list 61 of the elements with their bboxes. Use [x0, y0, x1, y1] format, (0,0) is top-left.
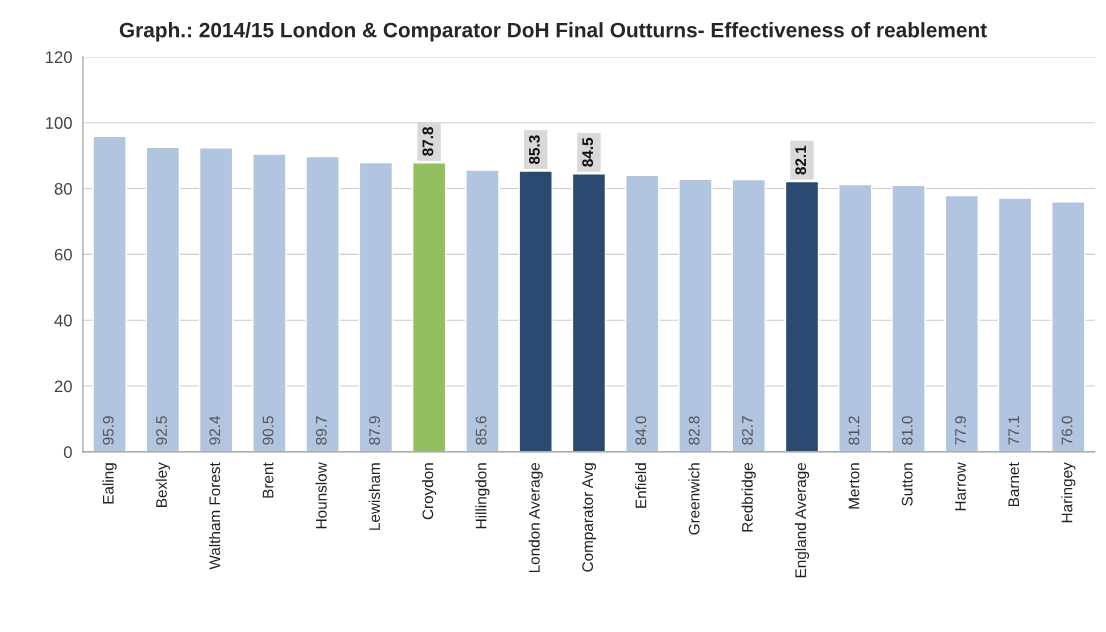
- x-tick-label: Bexley: [155, 462, 170, 507]
- bar: [731, 178, 766, 452]
- data-label: 92.5: [156, 416, 167, 445]
- bar: [678, 178, 713, 452]
- data-label: 90.5: [262, 416, 274, 445]
- data-label: 82.7: [742, 416, 753, 445]
- x-tick-label: Comparator Avg: [582, 463, 597, 572]
- x-tick-label: London Average: [528, 462, 543, 573]
- data-label: 77.1: [1008, 416, 1019, 445]
- y-tick-label: 20: [54, 380, 72, 393]
- data-label: 85.6: [475, 416, 487, 445]
- data-label: 76.0: [1061, 416, 1073, 445]
- data-label: 89.7: [315, 416, 327, 445]
- y-tick-label: 0: [63, 446, 72, 459]
- data-label: 84.0: [635, 416, 647, 445]
- x-tick-label: Merton: [848, 463, 860, 509]
- data-label: 82.8: [688, 416, 700, 445]
- x-tick-label: Waltham Forest: [208, 462, 221, 570]
- x-tick-label: Hillingdon: [475, 463, 490, 529]
- x-tick-label: England Average: [794, 462, 810, 578]
- y-tick-label: 60: [54, 248, 72, 261]
- chart-title: Graph.: 2014/15 London & Comparator DoH Final Outturns- Effectiveness of reablement: [119, 22, 987, 42]
- data-label: 77.9: [955, 416, 966, 445]
- x-tick-label: Sutton: [901, 463, 913, 506]
- x-tick-label: Croydon: [422, 463, 437, 520]
- x-tick-label: Greenwich: [688, 463, 700, 535]
- bar: [252, 153, 287, 452]
- x-tick-label: Harrow: [955, 462, 966, 511]
- data-label: 81.0: [901, 416, 913, 445]
- data-label: 95.9: [102, 416, 114, 445]
- x-tick-label: Barnet: [1008, 462, 1020, 507]
- data-label: 85.3: [528, 135, 540, 165]
- bar: [997, 197, 1033, 452]
- bar: [625, 174, 660, 452]
- x-tick-label: Lewisham: [368, 463, 380, 530]
- y-tick-label: 100: [46, 117, 72, 129]
- data-label: 87.9: [369, 416, 380, 445]
- bar: [838, 183, 873, 452]
- x-tick-label: Ealing: [102, 463, 117, 504]
- y-tick-label: 40: [54, 314, 72, 327]
- data-label: 87.8: [422, 127, 434, 156]
- bar: [891, 184, 926, 452]
- bar: [358, 161, 394, 452]
- data-label: 92.4: [209, 416, 221, 445]
- y-tick-label: 80: [54, 182, 72, 195]
- data-label: 82.1: [795, 145, 807, 175]
- y-tick-label: 120: [46, 51, 72, 64]
- x-tick-label: Hounslow: [315, 462, 327, 529]
- bar: [1051, 201, 1086, 452]
- x-tick-label: Redbridge: [741, 462, 756, 532]
- data-label: 84.5: [582, 137, 594, 167]
- bar: [944, 194, 979, 452]
- bar: [92, 135, 127, 452]
- x-tick-label: Enfield: [635, 463, 647, 508]
- data-label: 81.2: [848, 416, 860, 445]
- x-tick-label: Brent: [262, 462, 274, 498]
- bar: [465, 169, 500, 452]
- bar: [198, 147, 234, 452]
- bar: [145, 146, 181, 452]
- bar: [305, 155, 340, 452]
- x-tick-label: Haringey: [1061, 462, 1076, 523]
